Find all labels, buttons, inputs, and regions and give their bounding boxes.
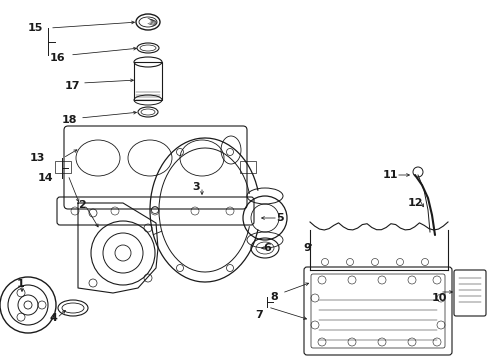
- Text: 13: 13: [30, 153, 45, 163]
- Text: 14: 14: [38, 173, 54, 183]
- Text: 2: 2: [78, 200, 85, 210]
- Text: 10: 10: [431, 293, 447, 303]
- Text: 3: 3: [192, 182, 199, 192]
- Text: 4: 4: [50, 313, 58, 323]
- Text: 8: 8: [269, 292, 277, 302]
- Text: 6: 6: [263, 243, 270, 253]
- Text: 11: 11: [382, 170, 398, 180]
- Text: 5: 5: [275, 213, 283, 223]
- Text: 16: 16: [50, 53, 65, 63]
- Text: 15: 15: [28, 23, 43, 33]
- Bar: [55, 161, 71, 173]
- Text: 12: 12: [407, 198, 423, 208]
- Text: 1: 1: [17, 279, 25, 289]
- Text: 18: 18: [62, 115, 77, 125]
- Bar: [240, 161, 256, 173]
- Bar: [134, 62, 162, 100]
- Text: 17: 17: [65, 81, 81, 91]
- Text: 7: 7: [254, 310, 262, 320]
- Text: 9: 9: [303, 243, 310, 253]
